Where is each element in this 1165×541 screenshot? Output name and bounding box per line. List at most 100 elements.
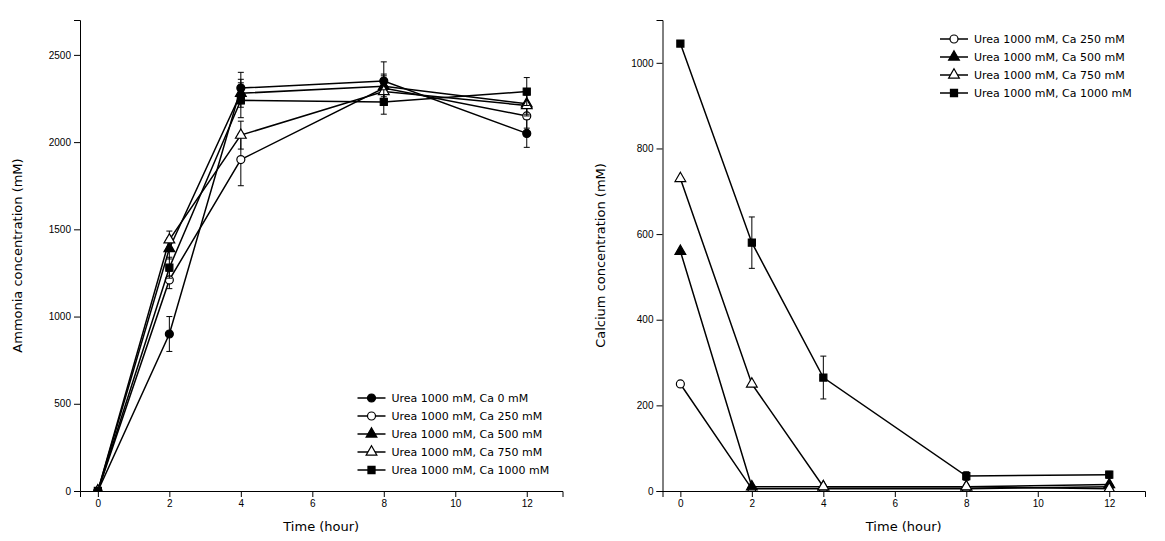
y-tick-mark (74, 142, 80, 143)
x-tick-mark (752, 491, 753, 497)
y-tick: 200 (637, 400, 663, 411)
x-axis-title: Time (hour) (865, 519, 942, 534)
error-bar (749, 217, 755, 268)
x-tick: 8 (964, 491, 970, 509)
x-tick-label: 4 (239, 498, 245, 509)
panel: 02468101202004006008001000Time (hour)Cal… (593, 21, 1146, 535)
x-tick-mark (680, 491, 681, 497)
error-bar (166, 257, 172, 278)
error-bar (381, 90, 387, 114)
point (92, 485, 103, 491)
legend-swatch-marker (949, 69, 960, 78)
y-tick: 800 (637, 143, 663, 154)
point (675, 172, 686, 181)
x-tick: 6 (893, 491, 899, 509)
x-tick-mark (98, 491, 99, 497)
point (523, 129, 531, 137)
x-tick-mark (169, 491, 170, 497)
point (748, 239, 755, 246)
y-tick-mark (657, 148, 663, 149)
y-tick-label: 500 (54, 398, 71, 409)
plot-area (675, 40, 1115, 491)
y-axis-line (74, 21, 81, 492)
point (1106, 471, 1113, 478)
y-tick-mark (74, 404, 80, 405)
y-tick-mark (657, 405, 663, 406)
legend-item: Urea 1000 mM, Ca 250 mM (940, 33, 1125, 46)
series (675, 245, 1115, 490)
legend: Urea 1000 mM, Ca 250 mM Urea 1000 mM, Ca … (940, 33, 1132, 100)
y-tick-mark (657, 63, 663, 64)
legend: Urea 1000 mM, Ca 0 mMUrea 1000 mM, Ca 25… (358, 392, 550, 477)
x-tick-label: 10 (450, 498, 462, 509)
x-tick: 8 (382, 491, 388, 509)
legend-item: Urea 1000 mM, Ca 500 mM (358, 428, 543, 441)
x-tick-mark (895, 491, 896, 497)
y-axis: 0 500 1000 1500 2000 2500 (49, 21, 81, 497)
legend-item: Urea 1000 mM, Ca 750 mM (940, 69, 1125, 82)
legend-label: Urea 1000 mM, Ca 750 mM (392, 446, 543, 459)
y-tick: 2500 (49, 50, 80, 61)
y-tick: 1500 (49, 224, 80, 235)
point (675, 245, 686, 254)
x-tick-mark (455, 491, 456, 497)
legend-label: Urea 1000 mM, Ca 1000 mM (392, 464, 550, 477)
error-bar (524, 78, 530, 106)
x-tick: 4 (239, 491, 245, 509)
point (746, 378, 757, 387)
series (94, 62, 531, 491)
x-tick: 0 (96, 491, 102, 509)
legend-swatch-marker (366, 446, 377, 455)
point (166, 264, 173, 271)
x-tick: 2 (750, 491, 756, 509)
point (237, 97, 244, 104)
x-tick-mark (241, 491, 242, 497)
x-tick-label: 2 (750, 498, 756, 509)
y-axis: 02004006008001000 (631, 21, 663, 497)
y-tick-mark (657, 491, 663, 492)
y-tick-mark (74, 55, 80, 56)
legend-swatch-marker (950, 35, 958, 43)
y-tick-mark (74, 229, 80, 230)
y-tick: 0 (65, 486, 80, 497)
series-line (680, 44, 1109, 476)
point (92, 485, 103, 491)
x-tick-label: 2 (167, 498, 173, 509)
point (94, 487, 102, 491)
point (165, 330, 173, 338)
y-tick-label: 0 (65, 486, 71, 497)
x-tick-label: 10 (1033, 498, 1045, 509)
legend-label: Urea 1000 mM, Ca 750 mM (974, 69, 1125, 82)
point (961, 481, 972, 490)
y-tick-label: 1000 (631, 58, 654, 69)
x-axis-line (81, 492, 564, 498)
point (523, 88, 530, 95)
y-tick: 2000 (49, 137, 80, 148)
x-tick-label: 4 (821, 498, 827, 509)
error-bar (1106, 471, 1112, 478)
x-tick-mark (823, 491, 824, 497)
legend-item: Urea 1000 mM, Ca 750 mM (358, 446, 543, 459)
y-tick-label: 200 (637, 400, 654, 411)
point (746, 481, 757, 490)
x-tick-label: 12 (1104, 498, 1116, 509)
y-tick-label: 400 (637, 314, 654, 325)
x-tick-mark (312, 491, 313, 497)
chart-root: 02468101205001000150020002500Time (hour)… (0, 0, 1165, 541)
legend-swatch-marker (949, 51, 960, 60)
legend-swatch-marker (368, 466, 375, 473)
plot-area (92, 62, 532, 491)
y-tick: 600 (637, 229, 663, 240)
point (676, 380, 684, 388)
point (677, 40, 684, 47)
y-tick-label: 1000 (49, 311, 72, 322)
x-tick-label: 6 (310, 498, 316, 509)
series (676, 380, 1113, 491)
point (961, 481, 972, 490)
x-tick-label: 0 (678, 498, 684, 509)
legend-label: Urea 1000 mM, Ca 250 mM (392, 410, 543, 423)
legend-label: Urea 1000 mM, Ca 500 mM (392, 428, 543, 441)
y-tick-mark (657, 320, 663, 321)
y-tick-label: 2000 (49, 137, 72, 148)
y-tick-mark (74, 491, 80, 492)
